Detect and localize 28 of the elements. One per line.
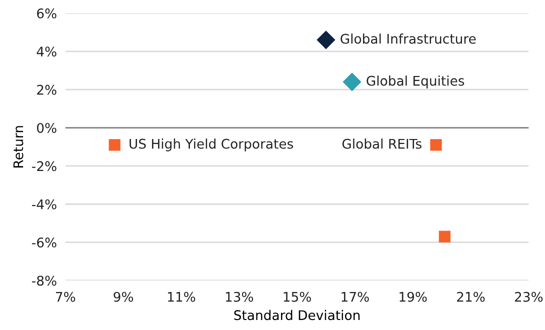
y-axis-title: Return [13,126,24,168]
y-tick-label: 6% [37,8,56,18]
x-tick-label: 23% [514,292,543,302]
point [430,139,442,151]
x-tick-label: 21% [457,292,485,302]
x-tick-label: 11% [168,292,196,302]
x-tick-label: 19% [400,292,427,302]
series-label: US High Yield Corporates [130,138,294,152]
y-tick-label: -2% [32,161,56,172]
x-tick-label: 15% [284,292,311,302]
point [342,72,362,92]
series-label: Global REITs [342,138,422,149]
x-tick-label: 7% [56,292,76,302]
y-tick-label: -8% [32,276,56,286]
x-axis-title: Standard Deviation [234,310,360,320]
series-label: Global Equities [366,76,464,88]
x-tick-label: 13% [226,292,254,302]
y-tick-label: 0% [37,122,56,133]
x-tick-label: 9% [114,292,134,302]
y-tick-label: -6% [32,238,56,248]
series-label: Global Infrastructure [340,34,476,44]
point [108,139,120,151]
point [316,30,336,50]
y-tick-label: 4% [36,46,56,57]
x-tick-label: 17% [342,292,369,302]
y-tick-label: 2% [37,84,56,95]
y-tick-label: -4% [32,199,56,210]
point [438,230,450,242]
